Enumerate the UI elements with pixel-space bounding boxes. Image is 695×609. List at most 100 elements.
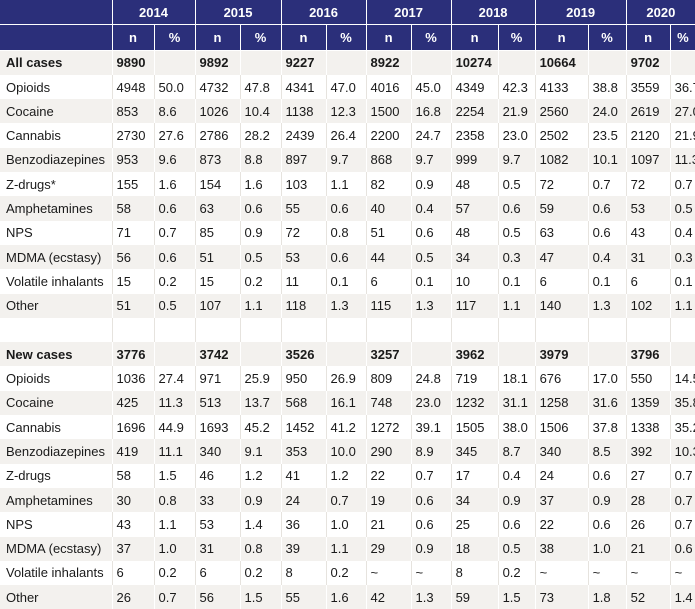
- year-header: 2014: [111, 0, 196, 26]
- count-cell: 3962: [450, 342, 499, 367]
- percent-cell: [153, 50, 196, 75]
- count-cell: 41: [280, 463, 327, 488]
- count-cell: [450, 317, 499, 343]
- percent-header: %: [669, 24, 695, 51]
- percent-cell: 0.7: [153, 220, 196, 245]
- percent-cell: 1.3: [410, 585, 452, 609]
- percent-cell: 36.7: [669, 74, 695, 100]
- count-cell: 43: [111, 512, 154, 537]
- count-cell: 999: [450, 147, 499, 173]
- count-cell: 42: [365, 585, 412, 609]
- count-cell: 85: [194, 220, 241, 245]
- count-cell: 34: [450, 487, 499, 513]
- percent-cell: 0.4: [669, 220, 695, 245]
- table-row: MDMA (ecstasy) 37 1.0 31 0.8 39 1.1 29 0.9 18 0.5 3…: [0, 536, 695, 561]
- percent-cell: ~: [410, 560, 452, 586]
- count-cell: 1338: [625, 415, 671, 440]
- count-cell: [194, 317, 241, 343]
- count-cell: 1452: [280, 415, 327, 440]
- percent-cell: 27.0: [669, 99, 695, 124]
- year-header: 2015: [194, 0, 282, 26]
- count-header: n: [534, 24, 589, 51]
- count-cell: 140: [534, 293, 589, 318]
- row-label: New cases: [0, 342, 112, 367]
- count-cell: 4016: [365, 74, 412, 100]
- count-cell: ~: [625, 560, 671, 586]
- count-cell: [111, 317, 154, 343]
- count-cell: 37: [111, 536, 154, 561]
- percent-cell: 0.6: [325, 196, 367, 221]
- count-cell: 22: [365, 463, 412, 488]
- count-cell: 1026: [194, 99, 241, 124]
- percent-cell: 1.3: [325, 293, 367, 318]
- count-cell: 48: [450, 220, 499, 245]
- percent-cell: 1.4: [669, 585, 695, 609]
- count-cell: 24: [534, 463, 589, 488]
- percent-cell: 0.2: [153, 560, 196, 586]
- percent-cell: [669, 342, 695, 367]
- count-cell: 2358: [450, 123, 499, 148]
- count-header: n: [625, 24, 671, 51]
- count-cell: 15: [111, 269, 154, 294]
- percent-cell: 0.2: [239, 269, 282, 294]
- count-cell: [280, 317, 327, 343]
- percent-cell: 0.9: [239, 487, 282, 513]
- percent-cell: 1.1: [325, 536, 367, 561]
- count-cell: 58: [111, 196, 154, 221]
- count-cell: 53: [280, 244, 327, 270]
- percent-header: %: [325, 24, 367, 51]
- table-row: Benzodiazepines 953 9.6 873 8.8 897 9.7 868 9.7 9…: [0, 147, 695, 173]
- count-cell: 853: [111, 99, 154, 124]
- count-cell: 155: [111, 172, 154, 197]
- percent-cell: 0.7: [153, 585, 196, 609]
- percent-cell: 0.2: [497, 560, 536, 586]
- percent-cell: [497, 50, 536, 75]
- count-cell: 2200: [365, 123, 412, 148]
- count-cell: 345: [450, 439, 499, 464]
- percent-cell: 21.9: [497, 99, 536, 124]
- count-cell: 1506: [534, 415, 589, 440]
- percent-cell: 0.8: [153, 487, 196, 513]
- count-cell: 43: [625, 220, 671, 245]
- percent-cell: 0.3: [669, 244, 695, 270]
- year-header: 2020: [625, 0, 695, 26]
- percent-cell: 0.6: [410, 512, 452, 537]
- count-cell: 809: [365, 366, 412, 391]
- percent-cell: 0.7: [669, 512, 695, 537]
- count-cell: 10: [450, 269, 499, 294]
- count-cell: 55: [280, 196, 327, 221]
- percent-cell: 0.4: [587, 244, 627, 270]
- percent-cell: 10.3: [669, 439, 695, 464]
- count-cell: 30: [111, 487, 154, 513]
- count-cell: 154: [194, 172, 241, 197]
- percent-header: %: [239, 24, 282, 51]
- percent-cell: 8.9: [410, 439, 452, 464]
- percent-cell: 0.6: [587, 220, 627, 245]
- percent-cell: 0.4: [410, 196, 452, 221]
- percent-cell: 26.4: [325, 123, 367, 148]
- percent-cell: 0.2: [325, 560, 367, 586]
- percent-cell: 0.4: [497, 463, 536, 488]
- percent-cell: 0.6: [153, 244, 196, 270]
- row-label: NPS: [0, 512, 112, 537]
- percent-cell: 38.8: [587, 74, 627, 100]
- percent-cell: 21.9: [669, 123, 695, 148]
- percent-cell: 1.2: [325, 463, 367, 488]
- count-cell: 6: [625, 269, 671, 294]
- count-cell: 2120: [625, 123, 671, 148]
- percent-cell: 45.0: [410, 74, 452, 100]
- percent-cell: 0.7: [587, 172, 627, 197]
- count-cell: 25: [450, 512, 499, 537]
- percent-cell: 45.2: [239, 415, 282, 440]
- percent-cell: [669, 50, 695, 75]
- percent-cell: 24.0: [587, 99, 627, 124]
- percent-cell: [410, 342, 452, 367]
- percent-cell: 27.4: [153, 366, 196, 391]
- row-label: Volatile inhalants: [0, 269, 112, 294]
- count-cell: 2254: [450, 99, 499, 124]
- count-cell: ~: [534, 560, 589, 586]
- count-cell: 1232: [450, 390, 499, 416]
- row-label: Other: [0, 585, 112, 609]
- count-cell: 1505: [450, 415, 499, 440]
